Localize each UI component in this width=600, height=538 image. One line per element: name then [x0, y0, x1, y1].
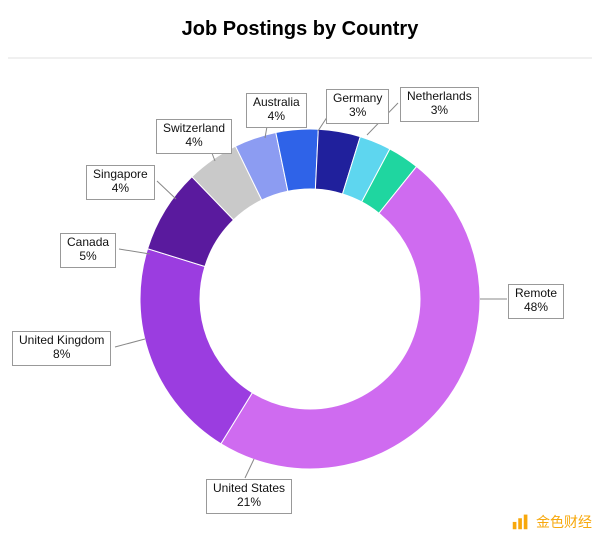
- slice-label-pct: 3%: [407, 104, 472, 118]
- chart-title: Job Postings by Country: [0, 0, 600, 57]
- leader-line: [119, 249, 150, 254]
- donut-chart: Netherlands3%Remote48%United States21%Un…: [0, 59, 600, 529]
- slice-label: Netherlands3%: [400, 87, 479, 122]
- slice-label-pct: 4%: [93, 182, 148, 196]
- watermark: 金色财经: [510, 510, 592, 532]
- slice-label: Canada5%: [60, 233, 116, 268]
- slice-label-pct: 5%: [67, 250, 109, 264]
- leader-line: [157, 181, 176, 199]
- slice-label-pct: 4%: [253, 110, 300, 124]
- slice-label: Switzerland4%: [156, 119, 232, 154]
- slice-label-pct: 3%: [333, 106, 382, 120]
- slice-label-name: Canada: [67, 236, 109, 250]
- slice-label-pct: 4%: [163, 136, 225, 150]
- slice-label-name: Australia: [253, 96, 300, 110]
- slice-label-name: Netherlands: [407, 90, 472, 104]
- leader-line: [245, 459, 254, 478]
- slice-label-pct: 48%: [515, 301, 557, 315]
- slice-label-name: Remote: [515, 287, 557, 301]
- slice-united-states: [140, 249, 252, 444]
- slice-label-name: United Kingdom: [19, 334, 104, 348]
- slice-label: Australia4%: [246, 93, 307, 128]
- slice-label: Remote48%: [508, 284, 564, 319]
- slice-label-name: Switzerland: [163, 122, 225, 136]
- slice-label-name: Singapore: [93, 168, 148, 182]
- slice-label: United States21%: [206, 479, 292, 514]
- slice-label: Singapore4%: [86, 165, 155, 200]
- slice-label-name: Germany: [333, 92, 382, 106]
- leader-line: [115, 339, 145, 347]
- watermark-text: 金色财经: [536, 512, 592, 532]
- slice-label: United Kingdom8%: [12, 331, 111, 366]
- slice-label: Germany3%: [326, 89, 389, 124]
- slice-remote: [221, 167, 480, 469]
- watermark-icon: [510, 510, 532, 532]
- slice-label-name: United States: [213, 482, 285, 496]
- slice-label-pct: 8%: [19, 348, 104, 362]
- slice-label-pct: 21%: [213, 496, 285, 510]
